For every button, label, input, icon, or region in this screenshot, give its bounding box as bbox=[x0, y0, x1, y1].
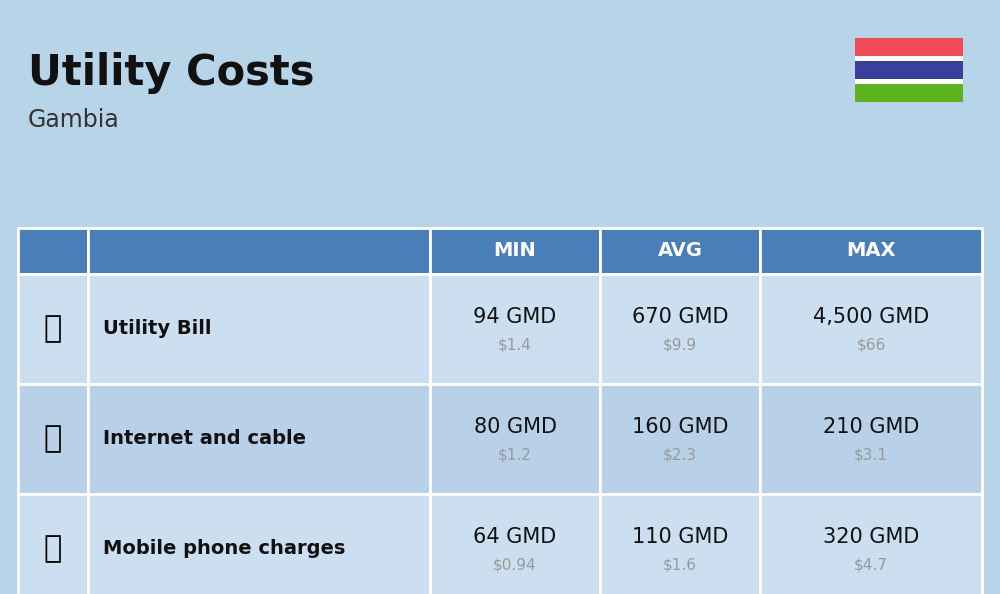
Text: $9.9: $9.9 bbox=[663, 337, 697, 352]
Text: $1.6: $1.6 bbox=[663, 558, 697, 573]
Text: Internet and cable: Internet and cable bbox=[103, 429, 306, 448]
Text: 110 GMD: 110 GMD bbox=[632, 527, 728, 547]
Bar bbox=[760, 494, 982, 594]
Bar bbox=[18, 228, 88, 274]
Bar bbox=[855, 61, 963, 79]
Text: Mobile phone charges: Mobile phone charges bbox=[103, 539, 345, 558]
Bar bbox=[430, 274, 600, 384]
Bar bbox=[430, 228, 600, 274]
Bar bbox=[18, 494, 88, 594]
Text: 64 GMD: 64 GMD bbox=[473, 527, 557, 547]
Bar bbox=[18, 274, 88, 384]
Bar bbox=[430, 494, 600, 594]
Bar bbox=[88, 228, 430, 274]
Bar bbox=[600, 274, 760, 384]
Bar bbox=[88, 274, 430, 384]
Bar bbox=[760, 228, 982, 274]
Bar bbox=[855, 79, 963, 84]
Text: Utility Bill: Utility Bill bbox=[103, 320, 212, 339]
Text: 🔌: 🔌 bbox=[44, 314, 62, 343]
Text: AVG: AVG bbox=[658, 242, 702, 261]
Text: 80 GMD: 80 GMD bbox=[474, 417, 556, 437]
Text: 94 GMD: 94 GMD bbox=[473, 307, 557, 327]
Text: 210 GMD: 210 GMD bbox=[823, 417, 919, 437]
Bar bbox=[600, 494, 760, 594]
Bar bbox=[855, 56, 963, 61]
Text: 📡: 📡 bbox=[44, 425, 62, 453]
Bar bbox=[88, 384, 430, 494]
Text: MAX: MAX bbox=[846, 242, 896, 261]
Text: 160 GMD: 160 GMD bbox=[632, 417, 728, 437]
Text: $1.2: $1.2 bbox=[498, 447, 532, 463]
Bar bbox=[855, 84, 963, 102]
Text: 320 GMD: 320 GMD bbox=[823, 527, 919, 547]
Bar bbox=[600, 384, 760, 494]
Text: Gambia: Gambia bbox=[28, 108, 120, 132]
Text: $4.7: $4.7 bbox=[854, 558, 888, 573]
Text: Utility Costs: Utility Costs bbox=[28, 52, 314, 94]
Text: $1.4: $1.4 bbox=[498, 337, 532, 352]
Text: 670 GMD: 670 GMD bbox=[632, 307, 728, 327]
Bar bbox=[430, 384, 600, 494]
Text: $0.94: $0.94 bbox=[493, 558, 537, 573]
Text: $2.3: $2.3 bbox=[663, 447, 697, 463]
Bar bbox=[855, 38, 963, 56]
Bar bbox=[760, 274, 982, 384]
Text: 📱: 📱 bbox=[44, 535, 62, 564]
Bar bbox=[88, 494, 430, 594]
Text: $3.1: $3.1 bbox=[854, 447, 888, 463]
Bar bbox=[18, 384, 88, 494]
Text: $66: $66 bbox=[856, 337, 886, 352]
Bar bbox=[760, 384, 982, 494]
Text: MIN: MIN bbox=[494, 242, 536, 261]
Text: 4,500 GMD: 4,500 GMD bbox=[813, 307, 929, 327]
Bar bbox=[600, 228, 760, 274]
